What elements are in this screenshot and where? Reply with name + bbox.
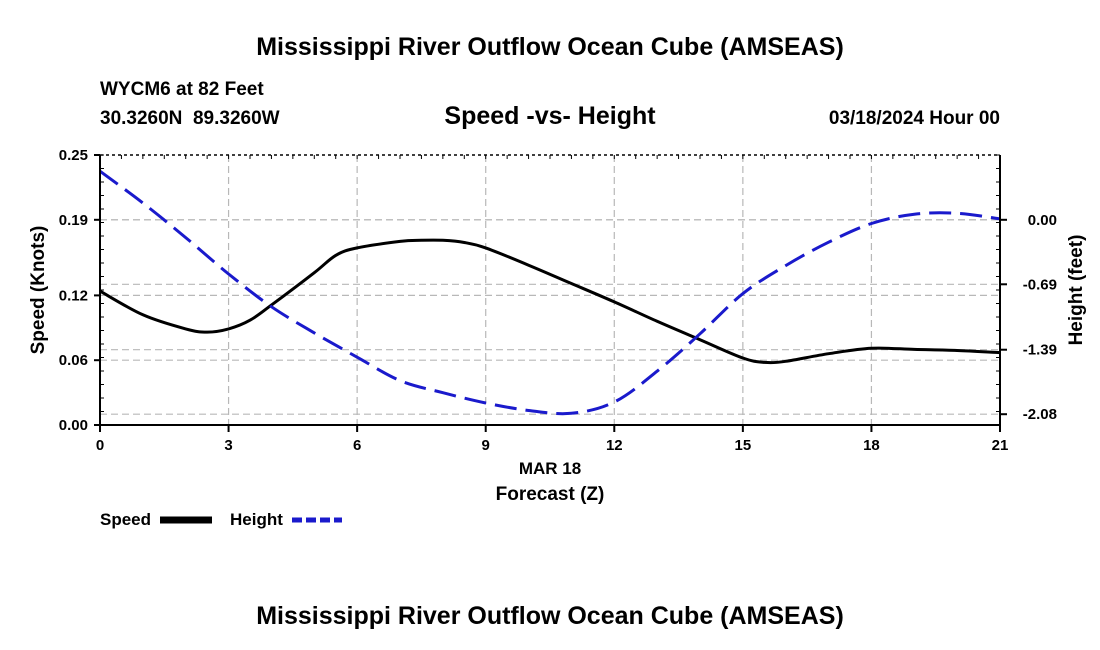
y-right-tick-label: -1.39 <box>1023 342 1057 359</box>
x-tick-label: 3 <box>224 437 232 454</box>
date-axis-label: MAR 18 <box>519 459 581 478</box>
y-right-tick-label: 0.00 <box>1028 212 1057 229</box>
y-right-tick-label: -2.08 <box>1023 406 1057 423</box>
y-left-tick-label: 0.25 <box>59 147 88 164</box>
x-axis-title: Forecast (Z) <box>496 484 605 505</box>
x-tick-label: 15 <box>735 437 752 454</box>
footer-title: Mississippi River Outflow Ocean Cube (AM… <box>256 602 844 630</box>
axis-ticks: 0 3 6 9 12 15 18 21 0.00 0.06 0.12 0.19 0.25 -2.08 -1.… <box>59 147 1057 454</box>
y-left-tick-label: 0.00 <box>59 417 88 434</box>
station-label: WYCM6 at 82 Feet <box>100 79 264 100</box>
y-left-tick-label: 0.19 <box>59 212 88 229</box>
chart-subtitle: Speed -vs- Height <box>444 102 656 130</box>
x-tick-label: 18 <box>863 437 880 454</box>
y-left-tick-label: 0.06 <box>59 352 88 369</box>
y-right-tick-label: -0.69 <box>1023 276 1057 293</box>
chart-title: Mississippi River Outflow Ocean Cube (AM… <box>256 33 844 61</box>
y-axis-left-title: Speed (Knots) <box>28 226 49 355</box>
y-axis-right-title: Height (feet) <box>1066 235 1087 346</box>
series-layer <box>99 169 1001 416</box>
series-line-height <box>99 169 1001 416</box>
x-tick-label: 12 <box>606 437 623 454</box>
grid-lines <box>100 155 1000 425</box>
y-left-tick-label: 0.12 <box>59 287 88 304</box>
plot-frame-top-dotted <box>99 154 1001 426</box>
series-line-speed <box>99 238 1001 365</box>
x-tick-label: 6 <box>353 437 361 454</box>
legend-speed-label: Speed <box>100 510 151 529</box>
legend: Speed Height <box>100 510 342 529</box>
coordinates-label: 30.3260N 89.3260W <box>100 108 280 129</box>
date-hour-label: 03/18/2024 Hour 00 <box>829 108 1000 129</box>
x-tick-label: 0 <box>96 437 104 454</box>
x-tick-label: 9 <box>482 437 490 454</box>
legend-height-label: Height <box>230 510 283 529</box>
x-tick-label: 21 <box>992 437 1009 454</box>
